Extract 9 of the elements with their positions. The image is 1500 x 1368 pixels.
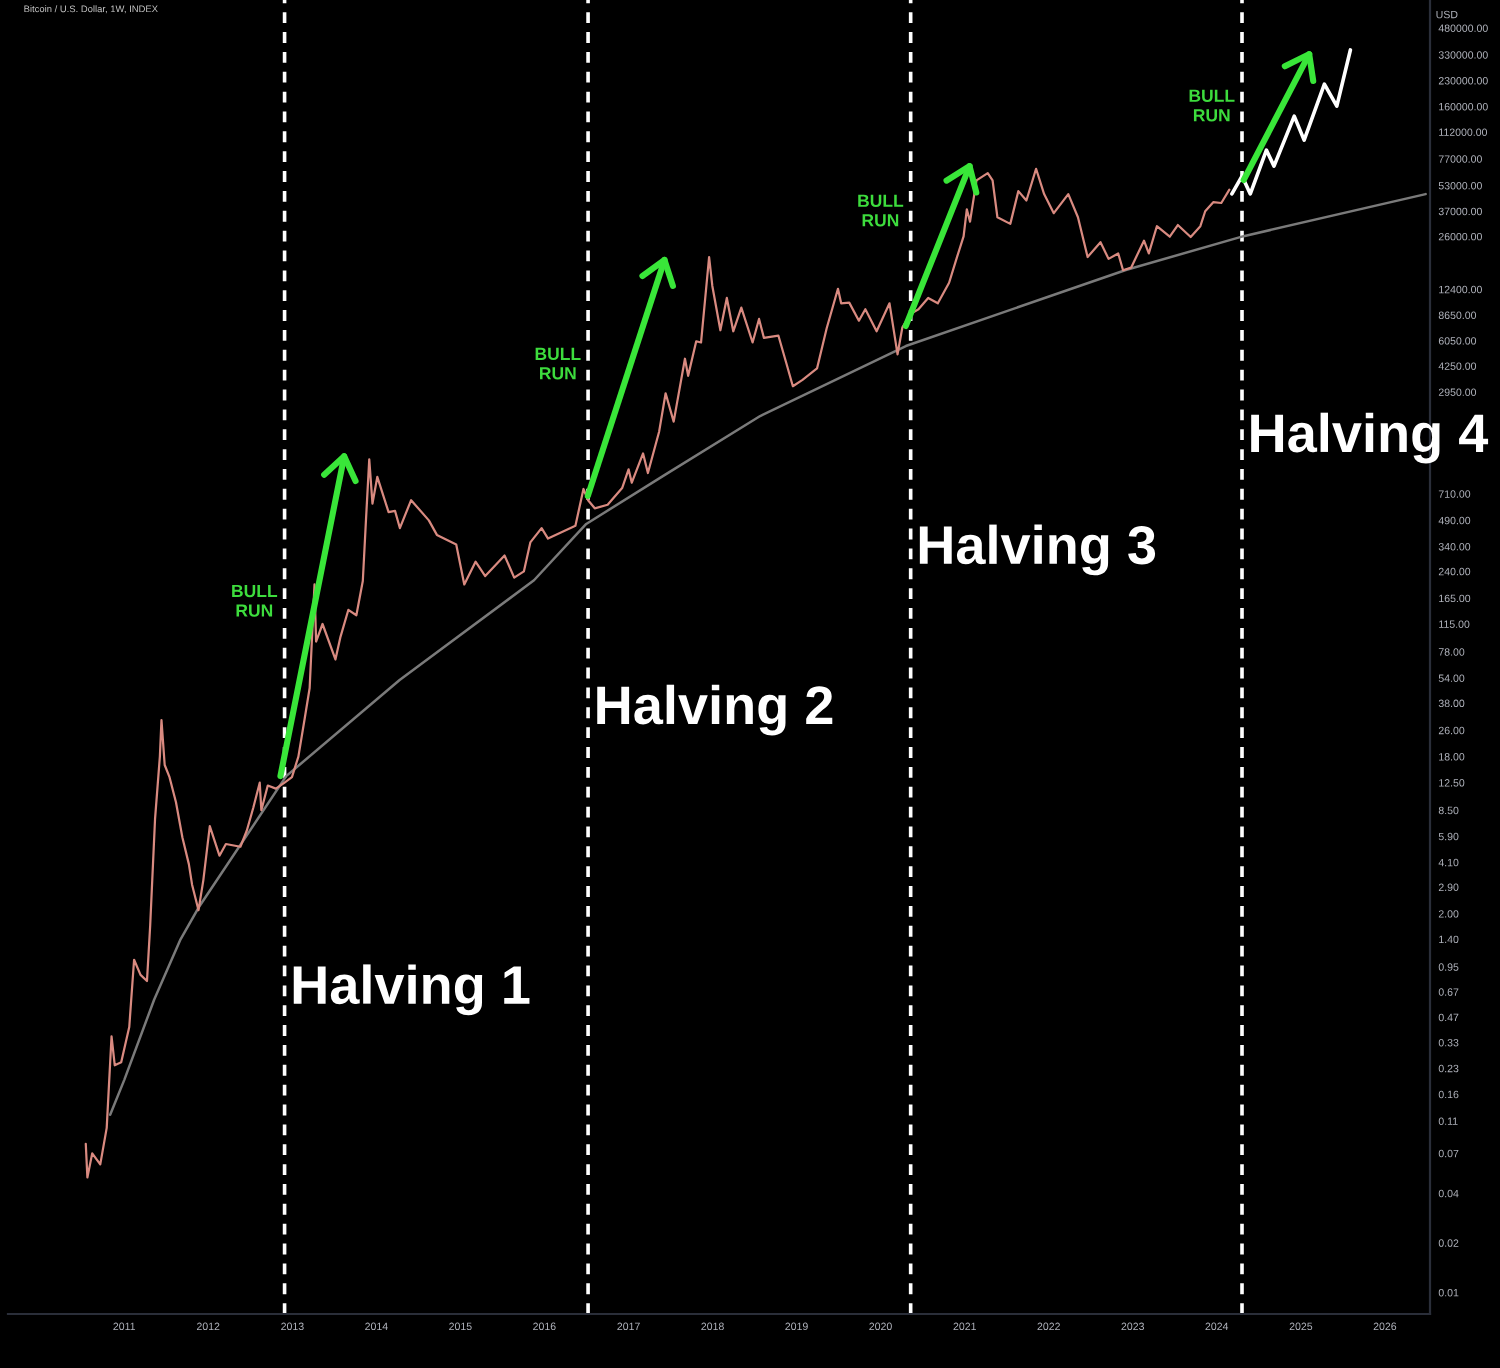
line-series — [84, 167, 1231, 1179]
annotation: BULL RUN — [232, 584, 278, 617]
annotation: BULL RUN — [858, 194, 904, 227]
annotation: BULL RUN — [1189, 89, 1235, 122]
annotation: BULL RUN — [535, 347, 581, 380]
annotation: Halving 3 — [919, 524, 1156, 576]
annotation: Halving 2 — [597, 684, 833, 736]
annotation: Halving 4 — [1251, 412, 1489, 464]
annotation: Halving 1 — [293, 964, 530, 1016]
